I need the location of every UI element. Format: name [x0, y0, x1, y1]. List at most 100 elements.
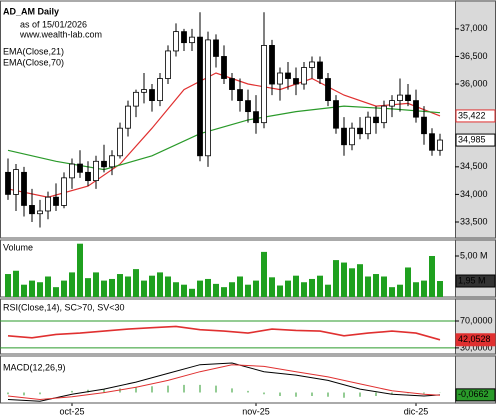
volume-bar: [285, 280, 291, 297]
volume-bar: [341, 262, 347, 297]
y-tick-label: 37,000: [460, 23, 488, 33]
candle-body: [237, 89, 243, 102]
volume-bar: [141, 280, 147, 297]
volume-bar: [397, 284, 403, 297]
candle-body: [149, 89, 155, 102]
volume-bar: [29, 280, 35, 297]
candle-body: [333, 100, 339, 129]
volume-bar: [45, 276, 51, 297]
candle-body: [389, 100, 395, 107]
last-value-box: [455, 109, 496, 123]
last-value-box: [455, 133, 496, 147]
candle-body: [293, 78, 299, 85]
volume-bar: [269, 277, 275, 297]
volume-bar: [405, 267, 411, 297]
pane-marks: [5, 243, 443, 297]
volume-bar: [277, 285, 283, 297]
candle-body: [413, 100, 419, 118]
volume-bar: [181, 284, 187, 297]
volume-bar: [109, 278, 115, 297]
candle-body: [213, 39, 219, 57]
y-tick-label: 5,00 M: [460, 250, 488, 260]
volume-bar: [317, 275, 323, 297]
volume-bar: [77, 243, 83, 297]
candle-body: [109, 155, 115, 168]
candle-body: [373, 116, 379, 124]
last-value-box: [455, 388, 496, 402]
pane-marks: [7, 362, 441, 402]
volume-bar: [253, 280, 259, 297]
y-tick-label: 30,0000: [460, 342, 493, 352]
plot-area: [0, 0, 456, 239]
volume-bar: [429, 255, 435, 297]
volume-bar: [373, 274, 379, 297]
candle-body: [381, 105, 387, 124]
volume-bar: [13, 270, 19, 297]
subtitle: as of 15/01/2026: [20, 19, 87, 29]
volume-bar: [301, 282, 307, 297]
candle-body: [341, 127, 347, 146]
last-value-box: [455, 333, 496, 347]
candle-body: [69, 163, 75, 179]
candle-body: [229, 78, 235, 90]
candle-body: [157, 78, 163, 102]
series-line: [7, 364, 441, 401]
candle-body: [93, 160, 99, 182]
pane-title: MACD(12,26,9): [3, 362, 66, 372]
volume-bar: [173, 282, 179, 297]
y-tick-label: 36,000: [460, 78, 488, 88]
candle-body: [325, 78, 331, 102]
candle-body: [197, 36, 203, 157]
y-tick-label: 36,500: [460, 51, 488, 61]
volume-bar: [325, 284, 331, 297]
candle-body: [397, 94, 403, 102]
volume-bar: [333, 260, 339, 297]
pane-title: Volume: [3, 242, 33, 252]
volume-bar: [37, 282, 43, 297]
pane-title: RSI(Close,14), SC>70, SV<30: [3, 302, 125, 312]
candle-body: [205, 39, 211, 157]
candle-body: [53, 196, 59, 206]
y-tick-label: 34,000: [460, 189, 488, 199]
pane-marks: [0, 320, 455, 349]
series-line: [7, 362, 441, 402]
volume-bar: [349, 268, 355, 297]
candle-body: [45, 196, 51, 212]
volume-bar: [245, 284, 251, 297]
candle-body: [221, 56, 227, 79]
candle-body: [117, 127, 123, 157]
last-value-label: 42,0528: [458, 334, 491, 344]
volume-bar: [165, 276, 171, 297]
volume-bar: [309, 278, 315, 297]
volume-bar: [389, 287, 395, 297]
source: www.wealth-lab.com: [19, 29, 102, 39]
volume-bar: [381, 276, 387, 297]
last-value-label: 35,422: [458, 110, 486, 120]
candle-body: [85, 171, 91, 182]
series-line: [7, 325, 441, 341]
volume-bar: [197, 280, 203, 297]
last-value-box: [455, 274, 496, 288]
candle-body: [277, 72, 283, 85]
volume-bar: [61, 280, 67, 297]
plot-area: [0, 239, 456, 298]
volume-bar: [85, 278, 91, 297]
plot-area: [0, 298, 456, 355]
candle-body: [421, 116, 427, 135]
volume-bar: [69, 272, 75, 297]
last-value-label: -0,0662: [458, 389, 489, 399]
candle-body: [133, 91, 139, 107]
candle-body: [21, 171, 27, 206]
candle-body: [429, 133, 435, 151]
pane-title: AD_AM Daily: [3, 6, 59, 16]
candle-body: [301, 67, 307, 85]
volume-bar: [125, 276, 131, 297]
candle-body: [405, 94, 411, 102]
volume-bar: [421, 280, 427, 297]
volume-bar: [205, 278, 211, 297]
volume-bar: [413, 282, 419, 297]
candle-body: [349, 127, 355, 146]
candle-body: [61, 177, 67, 206]
candle-body: [285, 72, 291, 79]
